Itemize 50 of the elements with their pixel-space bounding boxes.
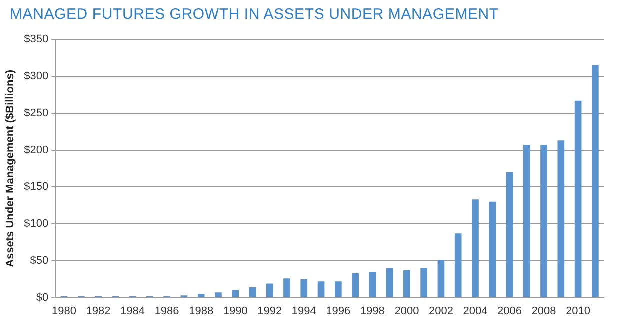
bar: [558, 140, 565, 298]
y-tick-label: $0: [36, 292, 49, 304]
chart-title: MANAGED FUTURES GROWTH IN ASSETS UNDER MANAGEMENT: [10, 6, 499, 23]
y-tick-label: $250: [24, 107, 49, 120]
x-tick-label: 2002: [428, 305, 454, 318]
y-axis-title: Assets Under Management ($Billions): [4, 70, 17, 268]
bar: [506, 172, 514, 298]
x-tick-label: 1992: [258, 305, 282, 318]
y-tick-label: $50: [30, 254, 49, 267]
x-tick-label: 1990: [223, 305, 248, 318]
bar: [284, 278, 290, 298]
y-tick-label: $150: [24, 181, 49, 194]
bar: [386, 268, 394, 298]
x-tick-label: 1984: [120, 305, 146, 318]
bar: [472, 200, 479, 298]
bar: [404, 270, 410, 298]
y-tick-label: $100: [24, 218, 49, 230]
x-tick-label: 2004: [463, 305, 488, 318]
bar: [454, 234, 462, 298]
bar: [266, 284, 274, 298]
bar: [352, 273, 359, 298]
bar: [540, 145, 548, 298]
x-tick-label: 1994: [292, 305, 316, 318]
x-tick-label: 2008: [532, 305, 556, 318]
y-tick-label: $350: [24, 34, 49, 46]
bar: [300, 279, 308, 298]
x-tick-label: 1982: [86, 305, 111, 318]
bar: [523, 145, 530, 298]
bar: [198, 294, 205, 298]
x-tick-label: 1980: [52, 305, 76, 318]
bar: [592, 65, 599, 298]
x-tick-label: 2006: [498, 305, 522, 318]
x-tick-label: 2010: [566, 305, 591, 318]
bar: [574, 100, 582, 298]
x-tick-label: 1986: [154, 305, 180, 318]
bar: [318, 282, 325, 298]
y-tick-label: $300: [24, 70, 49, 83]
bar: [489, 202, 496, 298]
x-tick-label: 1988: [189, 305, 214, 318]
bar: [438, 260, 445, 298]
bar: [249, 287, 256, 298]
bar: [232, 290, 240, 298]
bar: [369, 272, 376, 298]
x-tick-label: 1998: [360, 305, 385, 318]
bar: [215, 292, 222, 298]
bar: [334, 282, 342, 298]
x-tick-label: 1996: [326, 305, 351, 318]
bar: [420, 268, 428, 298]
y-tick-label: $200: [24, 144, 49, 156]
x-tick-label: 2000: [394, 305, 420, 318]
